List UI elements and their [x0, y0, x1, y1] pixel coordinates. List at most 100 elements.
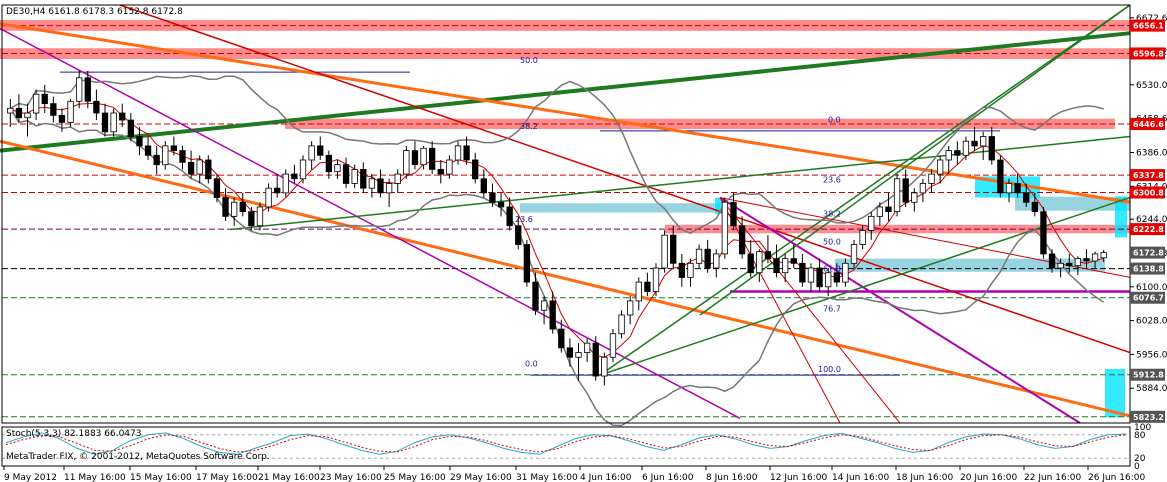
time-tick-label: 21 May 16:00 — [258, 473, 320, 482]
candle-body — [644, 281, 651, 292]
candle-body — [7, 107, 14, 114]
zone-rect — [1115, 196, 1127, 238]
candle-body — [170, 145, 178, 151]
candle-body — [609, 333, 617, 358]
price-tick-label: 5956.0 — [1136, 350, 1167, 360]
candle-body — [429, 147, 436, 170]
candle-body — [403, 150, 410, 175]
candle-body — [1040, 211, 1047, 255]
candle-body — [325, 154, 333, 173]
candle-body — [558, 328, 565, 349]
candle-body — [1031, 201, 1038, 213]
candle-body — [902, 178, 909, 203]
candle-body — [868, 215, 875, 231]
fib-label: 23.6 — [823, 175, 841, 184]
candle-body — [385, 183, 393, 194]
time-tick-label: 9 May 2012 — [4, 473, 57, 482]
fib-label: 0.0 — [828, 115, 841, 124]
candle-body — [661, 234, 668, 269]
fib-label: 61.8 — [823, 265, 841, 274]
candle-body — [816, 267, 823, 288]
candle-body — [515, 225, 522, 245]
candle-body — [928, 173, 935, 184]
trend-line — [719, 196, 1081, 424]
time-tick-label: 14 Jun 16:00 — [832, 473, 889, 482]
candle-body — [687, 262, 694, 278]
candle-body — [1057, 262, 1064, 269]
candle-body — [730, 201, 737, 227]
candle-body — [911, 192, 918, 203]
candle-body — [119, 112, 126, 121]
candle-body — [274, 187, 281, 194]
candle-body — [222, 197, 229, 217]
bollinger-upper — [9, 74, 1104, 235]
candle-body — [308, 145, 315, 161]
candle-body — [773, 258, 780, 274]
candle-body — [1014, 183, 1021, 194]
trend-line — [119, 4, 1131, 354]
candle-body — [411, 150, 419, 166]
candle-body — [980, 136, 987, 147]
candle-body — [566, 347, 574, 358]
zone-rect — [715, 197, 725, 214]
candle-body — [1005, 183, 1013, 194]
main-plot-frame — [1, 4, 1131, 424]
candle-body — [394, 173, 401, 184]
fib-label: 38.2 — [823, 210, 841, 219]
candle-body — [144, 145, 152, 156]
candle-body — [506, 206, 513, 227]
candle-body — [127, 119, 134, 137]
candle-body — [368, 178, 376, 189]
candle-body — [282, 173, 289, 194]
time-tick-label: 6 Jun 16:00 — [642, 473, 694, 482]
candle-body — [549, 300, 556, 330]
time-tick-label: 22 Jun 16:00 — [1024, 473, 1081, 482]
candle-body — [187, 161, 195, 175]
time-tick-label: 26 Jun 16:00 — [1088, 473, 1145, 482]
candle-body — [1066, 262, 1073, 267]
candle-body — [32, 93, 40, 114]
level-tag-box — [1130, 262, 1165, 275]
candle-body — [153, 154, 160, 166]
trend-line — [719, 197, 901, 424]
level-tag-label: 6172.8 — [1133, 249, 1164, 258]
candle-body — [532, 281, 539, 311]
time-tick-label: 31 May 16:00 — [516, 473, 578, 482]
stoch-title: Stoch(5,3,3) 82.1883 66.0473 — [6, 429, 141, 439]
price-tick-label: 6028.0 — [1136, 317, 1167, 327]
candle-body — [523, 244, 531, 283]
fib-label: 50.0 — [520, 56, 538, 65]
candle-body — [239, 201, 246, 213]
candle-body — [1023, 192, 1030, 203]
candle-body — [248, 211, 255, 227]
candle-body — [583, 342, 591, 353]
candle-body — [196, 159, 203, 175]
candle-body — [627, 300, 634, 316]
time-tick-label: 11 May 16:00 — [64, 473, 126, 482]
stoch-main-line — [5, 432, 1127, 455]
candle-body — [704, 248, 711, 269]
level-tag-box — [1130, 186, 1165, 199]
price-tick-label: 6100.0 — [1136, 283, 1167, 293]
candle-body — [317, 145, 324, 156]
bollinger-lower — [9, 107, 1105, 427]
level-tag-label: 6656.1 — [1133, 22, 1164, 31]
candle-body — [446, 159, 453, 175]
fib-label: 23.6 — [515, 215, 533, 224]
stoch-tick-label: 100 — [1134, 423, 1151, 433]
candle-body — [962, 140, 970, 156]
price-tick-label: 6386.0 — [1136, 148, 1167, 158]
trend-line — [599, 4, 1131, 376]
candle-body — [756, 251, 763, 274]
time-tick-label: 29 May 16:00 — [450, 473, 512, 482]
time-tick-label: 18 Jun 16:00 — [896, 473, 953, 482]
price-tick-label: 5884.0 — [1136, 384, 1167, 394]
zone-rect — [1105, 368, 1125, 418]
fib-label: 50.0 — [823, 237, 841, 246]
level-tag-box — [1130, 47, 1165, 60]
level-tag-label: 6337.8 — [1133, 171, 1164, 180]
candle-body — [893, 178, 901, 213]
candle-body — [618, 314, 625, 335]
price-tick-label: 6530.0 — [1136, 81, 1167, 91]
